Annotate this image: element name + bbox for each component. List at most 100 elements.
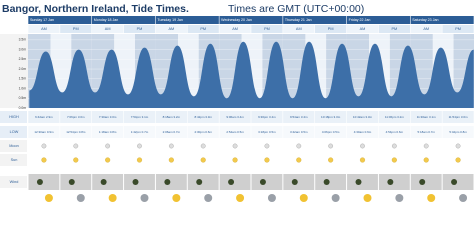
tide-time: 7:06pm 3.0m — [67, 115, 85, 119]
half-header — [378, 25, 410, 33]
sun-icon — [264, 157, 270, 163]
weather-icon — [76, 194, 85, 202]
y-tick-label: 0.0m — [19, 106, 27, 110]
wind-cell — [315, 174, 347, 190]
day-header — [219, 16, 283, 24]
tide-cell — [378, 126, 410, 138]
wind-icon — [387, 179, 394, 185]
half-header — [28, 25, 60, 33]
half-label: AM — [296, 27, 302, 31]
sun-icon — [423, 157, 429, 163]
half-label: PM — [264, 27, 270, 31]
half-label: AM — [360, 27, 366, 31]
wind-cell — [60, 174, 92, 190]
weather-icon — [267, 194, 276, 202]
tide-time: 10:18pm 3.3m — [321, 115, 341, 119]
weather-icon — [204, 194, 213, 202]
tide-page: Bangor, Northern Ireland, Tide Times. Ti… — [0, 3, 474, 202]
tide-time: 8:18am 3.2m — [163, 115, 181, 119]
weather-icon — [395, 194, 404, 202]
half-label: AM — [105, 27, 111, 31]
weather-icon — [299, 194, 308, 202]
tide-cell — [442, 126, 474, 138]
tide-cell — [155, 126, 187, 138]
half-label: PM — [455, 27, 461, 31]
row-label: Moon — [9, 144, 19, 148]
sun-icon — [105, 157, 111, 163]
tide-cell — [123, 111, 156, 123]
half-header — [187, 25, 219, 33]
tide-cell — [60, 126, 92, 138]
moon-icon — [264, 143, 270, 149]
tide-cell — [410, 126, 442, 138]
row-label-bg — [0, 126, 27, 138]
sun-icon — [73, 157, 79, 163]
row-label: LOW — [10, 130, 19, 134]
half-label: PM — [392, 27, 398, 31]
sun-icon — [359, 157, 366, 163]
half-header — [251, 25, 283, 33]
moon-icon — [392, 143, 397, 149]
moon-icon — [41, 143, 47, 149]
tide-cell — [315, 126, 347, 138]
wind-cell — [219, 174, 251, 190]
day-label: Monday 18 Jan — [94, 18, 119, 22]
tide-cell — [283, 111, 315, 123]
tide-time: 10:42am 3.3m — [353, 115, 373, 119]
tide-cell — [315, 111, 347, 123]
tide-cell — [28, 126, 60, 138]
tide-time: 11:06pm 3.2m — [385, 115, 404, 119]
tide-cell — [283, 126, 315, 138]
wind-icon — [259, 179, 266, 185]
y-tick-label: 1.5m — [19, 77, 27, 81]
wind-cell — [347, 174, 378, 190]
weather-icon — [331, 194, 340, 202]
tide-cell — [346, 126, 379, 138]
tide-cell — [60, 111, 92, 123]
y-tick-label: 3.5m — [19, 38, 27, 42]
wind-icon — [228, 179, 235, 185]
moon-icon — [296, 143, 302, 149]
day-header — [155, 16, 219, 24]
tide-cell — [251, 111, 283, 123]
tide-time: 12:30am 0.9m — [34, 130, 54, 134]
y-tick-label: 1.0m — [19, 86, 27, 90]
sun-icon — [168, 157, 174, 163]
subtitle: Times are GMT (UTC+00:00) — [228, 3, 364, 15]
tide-cell — [410, 111, 442, 123]
y-tick-label: 3.0m — [19, 47, 27, 51]
half-header — [410, 25, 442, 33]
half-label: PM — [137, 27, 143, 31]
day-label: Wednesday 20 Jan — [221, 18, 252, 22]
moon-icon — [423, 143, 429, 149]
tide-time: 11:30am 3.1m — [417, 115, 436, 119]
tide-time: 9:30pm 3.4m — [258, 115, 276, 119]
tide-cell — [442, 111, 474, 123]
sun-icon — [136, 157, 143, 163]
half-header — [60, 25, 92, 33]
wind-cell — [410, 174, 442, 190]
moon-icon — [105, 143, 110, 149]
y-tick-label: 2.5m — [19, 57, 27, 61]
tide-time: 8:42pm 3.3m — [194, 115, 212, 119]
tide-time: 1:42pm 0.7m — [131, 130, 149, 134]
wind-icon — [355, 179, 362, 185]
tide-area — [29, 41, 474, 108]
moon-icon — [200, 143, 206, 149]
half-header — [123, 25, 156, 33]
day-header — [283, 16, 347, 24]
moon-icon — [360, 143, 365, 149]
day-label: Thursday 21 Jan — [285, 18, 312, 22]
tide-cell — [346, 111, 379, 123]
day-label: Friday 22 Jan — [349, 18, 371, 22]
moon-icon — [137, 143, 142, 149]
day-label: Saturday 23 Jan — [412, 18, 438, 22]
wind-icon — [291, 179, 298, 185]
wind-icon — [132, 179, 139, 185]
half-label: AM — [169, 27, 175, 31]
day-label: Sunday 17 Jan — [30, 18, 54, 22]
half-label: PM — [200, 27, 206, 31]
tide-time: 2:30pm 0.6m — [194, 130, 212, 134]
tide-cell — [155, 111, 187, 123]
wind-icon — [36, 179, 43, 185]
